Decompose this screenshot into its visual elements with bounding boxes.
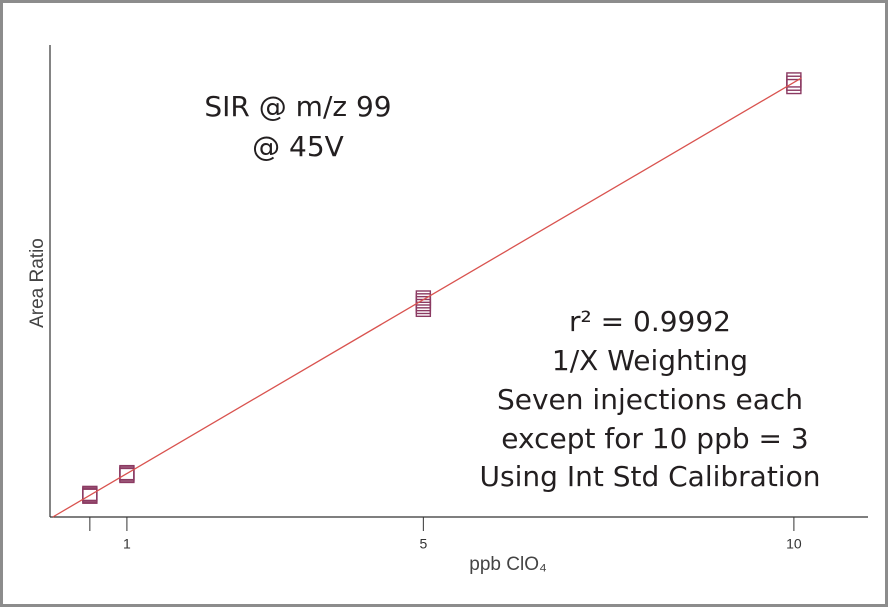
data-point: [415, 290, 432, 306]
annotation: SIR @ m/z 99: [204, 90, 391, 123]
data-point: [82, 485, 98, 502]
y-axis-label: Area Ratio: [27, 238, 48, 328]
annotation: Using Int Std Calibration: [480, 460, 821, 493]
annotation: except for 10 ppb = 3: [501, 422, 808, 455]
x-axis-label: ppb ClO₄: [469, 554, 547, 575]
x-tick-label: 1: [123, 536, 131, 552]
x-tick-label: 10: [786, 536, 802, 552]
data-point: [786, 72, 802, 88]
fit-line: [52, 77, 802, 518]
data-point: [119, 464, 135, 481]
annotation: @ 45V: [252, 130, 344, 163]
annotation: r² = 0.9992: [569, 305, 731, 338]
annotation: Seven injections each: [497, 383, 803, 416]
annotation: 1/X Weighting: [552, 344, 748, 377]
x-tick-label: 5: [419, 536, 427, 552]
